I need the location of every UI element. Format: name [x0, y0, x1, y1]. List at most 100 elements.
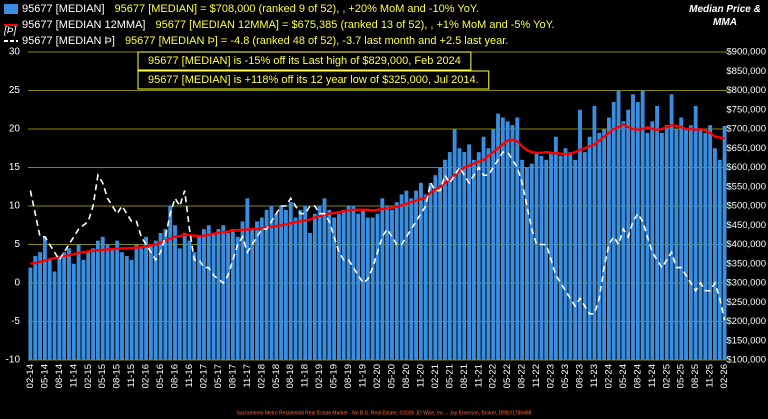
- x-tick-label: 02-26: [719, 364, 730, 388]
- bar: [505, 121, 510, 360]
- bar: [81, 259, 86, 360]
- bar: [496, 113, 500, 360]
- bar: [717, 159, 722, 360]
- bar: [250, 229, 255, 360]
- bar: [168, 206, 173, 360]
- bar: [390, 209, 394, 360]
- bar: [510, 125, 515, 361]
- bar: [481, 136, 486, 360]
- y-tick-label: 15: [9, 162, 21, 173]
- x-tick-label: 11-16: [184, 364, 195, 388]
- bar: [573, 159, 578, 360]
- chart-title: Median Price & MMA: [689, 4, 761, 28]
- y-tick-label: 20: [9, 124, 21, 135]
- bar: [365, 217, 370, 360]
- note: 95677 [MEDIAN] is +118% off its 12 year …: [148, 74, 479, 86]
- x-tick-label: 05-18: [271, 364, 282, 388]
- annotation: 95677 [MEDIAN] = $708,000 (ranked 9 of 5…: [115, 3, 479, 15]
- y2-tick-label: $100,000: [726, 355, 766, 366]
- y2-tick-label: $900,000: [726, 47, 766, 58]
- bar: [394, 202, 399, 360]
- bar: [28, 267, 33, 360]
- bar: [197, 236, 202, 360]
- bar: [713, 148, 717, 360]
- bar: [115, 240, 120, 360]
- x-tick-label: 11-20: [415, 364, 426, 388]
- x-tick-label: 02-20: [372, 364, 383, 388]
- bar: [312, 213, 317, 360]
- bar: [283, 209, 288, 360]
- bar: [173, 225, 177, 360]
- bar: [635, 102, 640, 361]
- note-box: [137, 70, 490, 90]
- bar: [659, 132, 664, 360]
- x-tick-label: 11-14: [68, 364, 79, 388]
- bar: [317, 206, 322, 360]
- bar: [476, 152, 481, 360]
- bar: [33, 256, 38, 360]
- y2-tick-label: $150,000: [726, 335, 766, 346]
- x-tick-label: 05-20: [386, 364, 397, 388]
- bar: [221, 225, 226, 360]
- bar: [158, 232, 163, 360]
- bar: [346, 206, 351, 360]
- bar: [539, 155, 544, 360]
- x-tick-label: 02-15: [83, 364, 94, 388]
- bar: [308, 232, 312, 360]
- x-tick-label: 11-19: [358, 364, 369, 388]
- y2-tick-label: $200,000: [726, 316, 766, 327]
- x-tick-label: 08-16: [170, 364, 181, 388]
- annotation: 95677 [MEDIAN Þ] = -4.8 (ranked 48 of 52…: [125, 35, 508, 47]
- bar: [245, 198, 250, 360]
- y2-tick-label: $250,000: [726, 297, 766, 308]
- bar: [71, 263, 76, 360]
- bar: [351, 206, 356, 360]
- x-tick-label: 11-15: [126, 364, 137, 388]
- x-tick-label: 08-23: [574, 364, 585, 388]
- bar: [529, 163, 534, 360]
- x-tick-label: 11-25: [705, 364, 716, 388]
- x-tick-label: 05-24: [618, 364, 629, 388]
- bar: [264, 209, 269, 360]
- y2-tick-label: $750,000: [726, 104, 766, 115]
- legend-label: 95677 [MEDIAN 12MMA]: [22, 19, 146, 31]
- bar: [679, 117, 684, 360]
- bar: [462, 152, 467, 360]
- bar: [471, 159, 476, 360]
- bar: [534, 152, 539, 360]
- bar: [293, 217, 298, 360]
- y-tick-label: 25: [9, 85, 21, 96]
- bar: [650, 121, 655, 360]
- bar: [110, 248, 115, 360]
- bar: [500, 117, 505, 360]
- bar: [288, 202, 293, 360]
- bar: [67, 248, 71, 360]
- bar: [452, 129, 457, 360]
- bar: [404, 190, 409, 360]
- bar: [428, 182, 433, 360]
- x-tick-label: 02-23: [546, 364, 557, 388]
- bar: [587, 136, 592, 360]
- y-tick-label: 10: [9, 201, 21, 212]
- bar: [211, 232, 216, 360]
- bar: [129, 259, 134, 360]
- bar: [722, 125, 727, 360]
- footer: Sacramento Metro Residential Real Estate…: [237, 409, 532, 416]
- x-tick-label: 02-14: [25, 364, 36, 388]
- bar: [544, 159, 549, 360]
- bar: [515, 117, 520, 360]
- x-tick-label: 02-24: [603, 364, 614, 388]
- bar: [703, 132, 708, 360]
- bar: [139, 248, 144, 360]
- bar: [684, 129, 688, 360]
- x-tick-label: 08-14: [54, 364, 65, 388]
- bar: [124, 256, 129, 360]
- x-tick-label: 02-19: [314, 364, 325, 388]
- bar: [669, 94, 674, 360]
- y2-tick-label: $600,000: [726, 162, 766, 173]
- y2-tick-label: $550,000: [726, 181, 766, 192]
- bar: [274, 213, 279, 360]
- bar: [399, 194, 404, 360]
- y2-tick-label: $300,000: [726, 278, 766, 289]
